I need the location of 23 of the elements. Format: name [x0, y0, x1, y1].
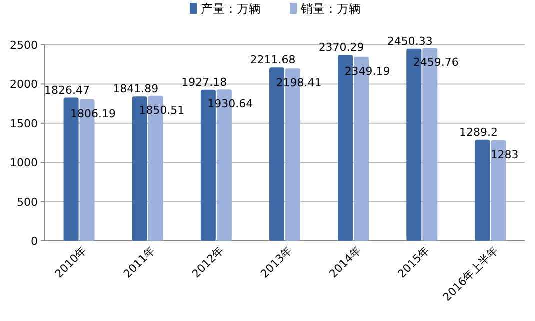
- data-label: 2370.29: [318, 41, 364, 54]
- data-label: 1826.47: [44, 84, 90, 97]
- data-label: 1841.89: [113, 82, 159, 96]
- data-label: 2450.33: [387, 34, 433, 48]
- y-tick-label: 2000: [10, 78, 38, 92]
- y-tick-label: 2500: [10, 39, 38, 52]
- legend-label: 销量：万辆: [300, 2, 361, 16]
- data-label: 2349.19: [344, 64, 390, 78]
- y-tick-label: 1000: [10, 156, 38, 170]
- y-tick-label: 500: [17, 196, 38, 209]
- data-label: 1927.18: [182, 76, 228, 89]
- data-label: 1289.2: [459, 126, 498, 139]
- y-tick-label: 0: [31, 235, 38, 248]
- data-label: 1283: [490, 148, 519, 162]
- bar: [475, 140, 490, 241]
- data-label: 1806.19: [70, 107, 116, 120]
- legend-label: 产量：万辆: [201, 2, 261, 16]
- data-label: 1850.51: [139, 104, 185, 117]
- data-label: 2459.76: [413, 56, 459, 70]
- data-label: 1930.64: [208, 98, 254, 111]
- y-tick-label: 1500: [10, 117, 38, 130]
- data-label: 2211.68: [250, 54, 296, 67]
- data-label: 2198.41: [276, 76, 322, 90]
